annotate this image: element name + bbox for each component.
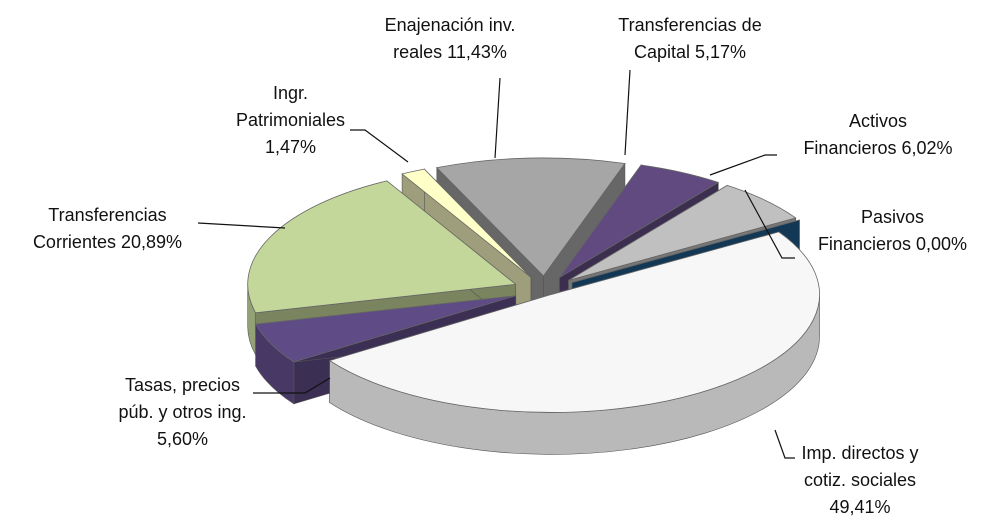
data-label: Activos Financieros 6,02% [778, 108, 978, 162]
slice [435, 157, 626, 277]
leader-line [350, 129, 409, 163]
leader-line [624, 69, 631, 156]
value-label: 5,17% [695, 42, 747, 62]
slice [401, 168, 532, 278]
slice [255, 295, 516, 363]
value-label: 0,00% [916, 234, 968, 254]
leader-line [197, 222, 286, 229]
value-label: 6,02% [901, 138, 953, 158]
leader-line [253, 377, 331, 394]
slice [572, 219, 800, 283]
data-label: Transferencias de Capital 5,17% [585, 12, 795, 66]
data-label: Enajenación inv. reales 11,43% [355, 12, 545, 66]
value-label: 1,47% [264, 137, 317, 157]
slice [568, 184, 797, 281]
category-label: Ingr. Patrimoniales [235, 83, 346, 130]
category-label: Transferencias de Capital [618, 15, 762, 62]
data-label: Imp. directos y cotiz. sociales 49,41% [790, 440, 930, 521]
leader-line [494, 77, 501, 159]
value-label: 20,89% [120, 232, 183, 252]
category-label: Pasivos Financieros [817, 207, 925, 254]
data-label: Ingr. Patrimoniales 1,47% [228, 80, 353, 161]
value-label: 49,41% [829, 497, 891, 517]
slice [247, 180, 517, 314]
value-label: 5,60% [156, 429, 209, 449]
leader-line [774, 429, 795, 459]
leader-line [744, 189, 795, 259]
category-label: Activos Financieros [803, 111, 908, 158]
slice [328, 231, 820, 413]
category-label: Imp. directos y cotiz. sociales [801, 443, 919, 490]
data-label: Pasivos Financieros 0,00% [795, 204, 990, 258]
value-label: 11,43% [447, 42, 507, 62]
slice [559, 164, 720, 278]
slices [247, 157, 820, 455]
category-label: Enajenación inv. reales [384, 15, 516, 62]
data-label: Tasas, precios púb. y otros ing. 5,60% [115, 372, 250, 453]
category-label: Tasas, precios púb. y otros ing. [118, 375, 247, 422]
category-label: Transferencias Corrientes [32, 205, 167, 252]
data-label: Transferencias Corrientes 20,89% [5, 202, 210, 256]
leader-line [709, 154, 777, 176]
